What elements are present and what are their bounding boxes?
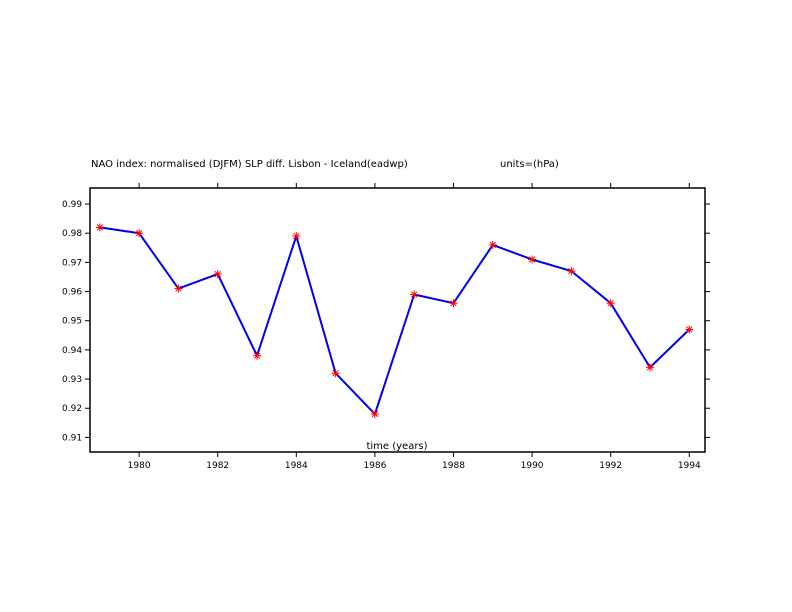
x-tick-label: 1986 xyxy=(363,461,386,471)
x-axis-label: time (years) xyxy=(366,441,427,452)
data-point-marker xyxy=(370,410,379,419)
data-point-marker xyxy=(95,223,104,232)
x-tick-label: 1994 xyxy=(678,461,701,471)
data-point-marker xyxy=(606,299,615,308)
y-tick-label: 0.94 xyxy=(62,346,82,356)
units-label: units=(hPa) xyxy=(500,159,559,170)
axis-ticks: 1980 1982 1984 1986 1988 1990 1992 1994 0.91 0.92… xyxy=(62,183,710,471)
x-tick-label: 1982 xyxy=(206,461,229,471)
series-layer xyxy=(95,223,694,419)
y-tick-label: 0.99 xyxy=(62,200,82,210)
data-point-marker xyxy=(253,351,262,360)
chart-title: NAO index: normalised (DJFM) SLP diff. L… xyxy=(91,159,408,170)
data-point-marker xyxy=(174,284,183,293)
data-point-marker xyxy=(567,267,576,276)
data-point-marker xyxy=(292,232,301,241)
x-tick-label: 1990 xyxy=(521,461,544,471)
data-point-marker xyxy=(331,369,340,378)
y-tick-label: 0.92 xyxy=(62,404,82,414)
x-tick-label: 1980 xyxy=(128,461,151,471)
data-point-marker xyxy=(135,229,144,238)
y-tick-label: 0.96 xyxy=(62,288,82,298)
data-point-marker xyxy=(685,325,694,334)
y-tick-label: 0.97 xyxy=(62,258,82,268)
series-line xyxy=(99,226,690,416)
data-point-marker xyxy=(213,270,222,279)
x-tick-label: 1984 xyxy=(285,461,308,471)
plot-frame xyxy=(89,187,706,453)
data-point-marker xyxy=(528,255,537,264)
data-point-marker xyxy=(488,240,497,249)
x-tick-label: 1992 xyxy=(599,461,622,471)
data-point-marker xyxy=(410,290,419,299)
y-tick-label: 0.93 xyxy=(62,375,82,385)
data-point-marker xyxy=(449,299,458,308)
y-tick-label: 0.91 xyxy=(62,433,82,443)
y-tick-label: 0.98 xyxy=(62,229,82,239)
y-tick-label: 0.95 xyxy=(62,317,82,327)
x-tick-label: 1988 xyxy=(442,461,465,471)
data-point-marker xyxy=(645,363,654,372)
